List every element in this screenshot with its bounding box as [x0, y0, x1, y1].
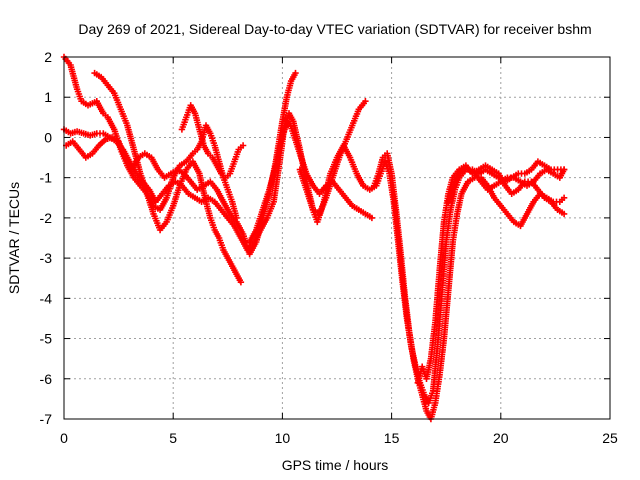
data-point [292, 69, 299, 77]
data-point [560, 210, 568, 218]
y-tick-label: -5 [40, 331, 53, 347]
y-tick-label: -2 [40, 210, 53, 226]
y-tick-label: 0 [44, 129, 52, 145]
y-tick-label: -4 [40, 290, 53, 306]
series-track-10 [445, 166, 568, 205]
series-track-7 [296, 98, 369, 218]
series-track-5 [178, 102, 247, 181]
x-tick-label: 25 [602, 430, 618, 446]
y-tick-label: -7 [40, 411, 53, 427]
data-marks [60, 53, 568, 423]
y-tick-label: -1 [40, 170, 53, 186]
x-tick-label: 15 [384, 430, 400, 446]
data-point [237, 279, 245, 286]
y-tick-label: 1 [44, 89, 52, 105]
plot-frame [63, 56, 611, 420]
series-track-4 [91, 69, 245, 286]
data-point [560, 166, 568, 173]
data-point [239, 142, 247, 149]
data-point [362, 98, 369, 105]
x-axis-label: GPS time / hours [282, 457, 389, 473]
series-track-9 [414, 162, 568, 386]
y-tick-label: 2 [44, 49, 52, 65]
x-tick-label: 5 [169, 430, 177, 446]
chart-title: Day 269 of 2021, Sidereal Day-to-day VTE… [78, 21, 591, 37]
x-tick-label: 10 [275, 430, 291, 446]
y-tick-label: -6 [40, 371, 53, 387]
data-point [368, 214, 376, 222]
y-tick-label: -3 [40, 250, 53, 266]
y-axis-label: SDTVAR / TECUs [6, 182, 22, 294]
data-point [560, 194, 568, 201]
x-tick-label: 0 [60, 430, 68, 446]
series-track-8 [370, 150, 568, 423]
x-tick-label: 20 [493, 430, 509, 446]
series-track-6 [246, 118, 376, 246]
series-track-3 [63, 69, 299, 258]
